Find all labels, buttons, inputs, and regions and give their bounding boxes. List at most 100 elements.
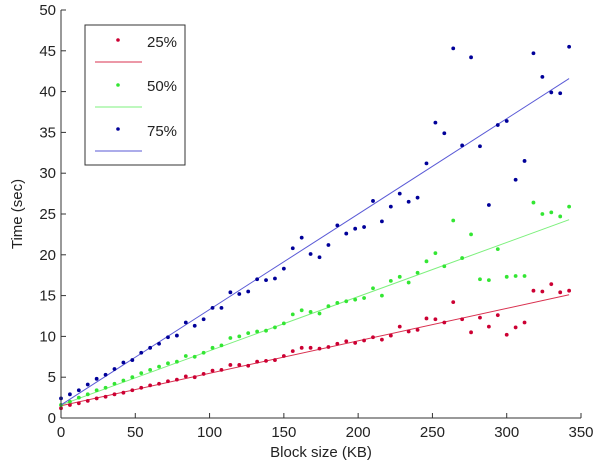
series-75pct [59, 44, 572, 406]
data-point [460, 317, 465, 322]
data-point [148, 345, 153, 350]
data-point [504, 274, 509, 279]
data-point [567, 288, 572, 293]
data-point [335, 223, 340, 228]
data-point [469, 55, 473, 60]
data-point [166, 335, 170, 340]
data-point [103, 385, 108, 390]
data-point [495, 247, 500, 251]
data-point [148, 383, 153, 388]
y-axis-label: Time (sec) [9, 179, 26, 249]
data-point [76, 395, 81, 400]
data-point [522, 159, 527, 163]
x-tick-label: 350 [568, 424, 593, 441]
data-point [567, 44, 572, 49]
x-axis-label: Block size (KB) [270, 444, 372, 461]
data-point [183, 320, 188, 325]
legend-item-50: 50% [95, 78, 177, 108]
data-point [68, 403, 72, 407]
data-point [486, 203, 491, 207]
data-point [290, 349, 295, 353]
legend-label-50: 50% [147, 78, 177, 95]
data-point [121, 360, 126, 365]
data-point [281, 321, 286, 326]
y-tick-label: 15 [39, 288, 56, 305]
data-point [273, 276, 277, 281]
data-point [531, 288, 536, 293]
data-point [130, 358, 135, 362]
legend-marker-50-icon [116, 83, 120, 87]
data-point [397, 191, 402, 196]
data-point [380, 337, 384, 342]
fit-line [60, 219, 570, 406]
data-point [531, 51, 536, 56]
legend-box [84, 24, 186, 166]
data-point [513, 274, 518, 278]
data-point [567, 204, 572, 209]
y-tick-label: 35 [39, 124, 56, 141]
legend-label-75: 75% [147, 123, 177, 140]
data-point [228, 363, 233, 367]
data-point [237, 334, 242, 339]
data-point [540, 289, 545, 294]
data-point [522, 320, 527, 325]
data-point [344, 231, 349, 236]
data-point [85, 392, 90, 397]
data-point [433, 251, 438, 256]
data-point [76, 388, 81, 393]
data-point [103, 394, 108, 399]
data-point [317, 346, 322, 351]
data-point [353, 226, 358, 231]
data-point [371, 199, 375, 203]
data-point [299, 345, 304, 350]
data-point [335, 301, 340, 305]
data-point [94, 388, 99, 393]
data-point [68, 399, 72, 404]
data-point [558, 214, 563, 219]
data-point [513, 325, 518, 330]
data-point [255, 277, 260, 282]
data-point [94, 376, 99, 381]
data-point [451, 218, 456, 223]
data-point [103, 372, 108, 377]
legend-marker-25-icon [116, 38, 120, 42]
data-point [451, 300, 456, 305]
fit-line [60, 78, 570, 406]
data-point [246, 289, 251, 294]
data-point [362, 296, 366, 300]
data-point [326, 345, 331, 349]
data-point [264, 358, 268, 363]
data-point [210, 368, 215, 373]
data-point [228, 290, 233, 295]
data-point [504, 119, 509, 123]
data-point [415, 327, 420, 332]
data-point [273, 358, 277, 362]
data-point [397, 324, 402, 329]
data-point [94, 396, 99, 401]
y-tick-label: 50 [39, 2, 56, 19]
data-point [433, 317, 438, 322]
data-point [112, 392, 117, 397]
series-50pct [59, 200, 572, 407]
data-point [415, 270, 420, 275]
data-point [388, 279, 393, 283]
data-point [335, 341, 340, 346]
data-point [486, 324, 491, 329]
data-point [290, 312, 295, 317]
data-point [362, 225, 366, 229]
data-point [219, 343, 224, 348]
data-point [308, 252, 313, 256]
data-point [255, 359, 260, 364]
data-point [326, 243, 331, 247]
data-point [255, 329, 260, 334]
data-point [344, 339, 349, 344]
data-point [112, 381, 117, 386]
data-point [112, 367, 117, 371]
data-point [486, 278, 491, 282]
data-point [281, 266, 286, 271]
data-point [460, 256, 465, 260]
data-point [540, 75, 545, 79]
data-point [192, 375, 197, 380]
data-point [353, 297, 358, 302]
data-point [540, 212, 545, 216]
